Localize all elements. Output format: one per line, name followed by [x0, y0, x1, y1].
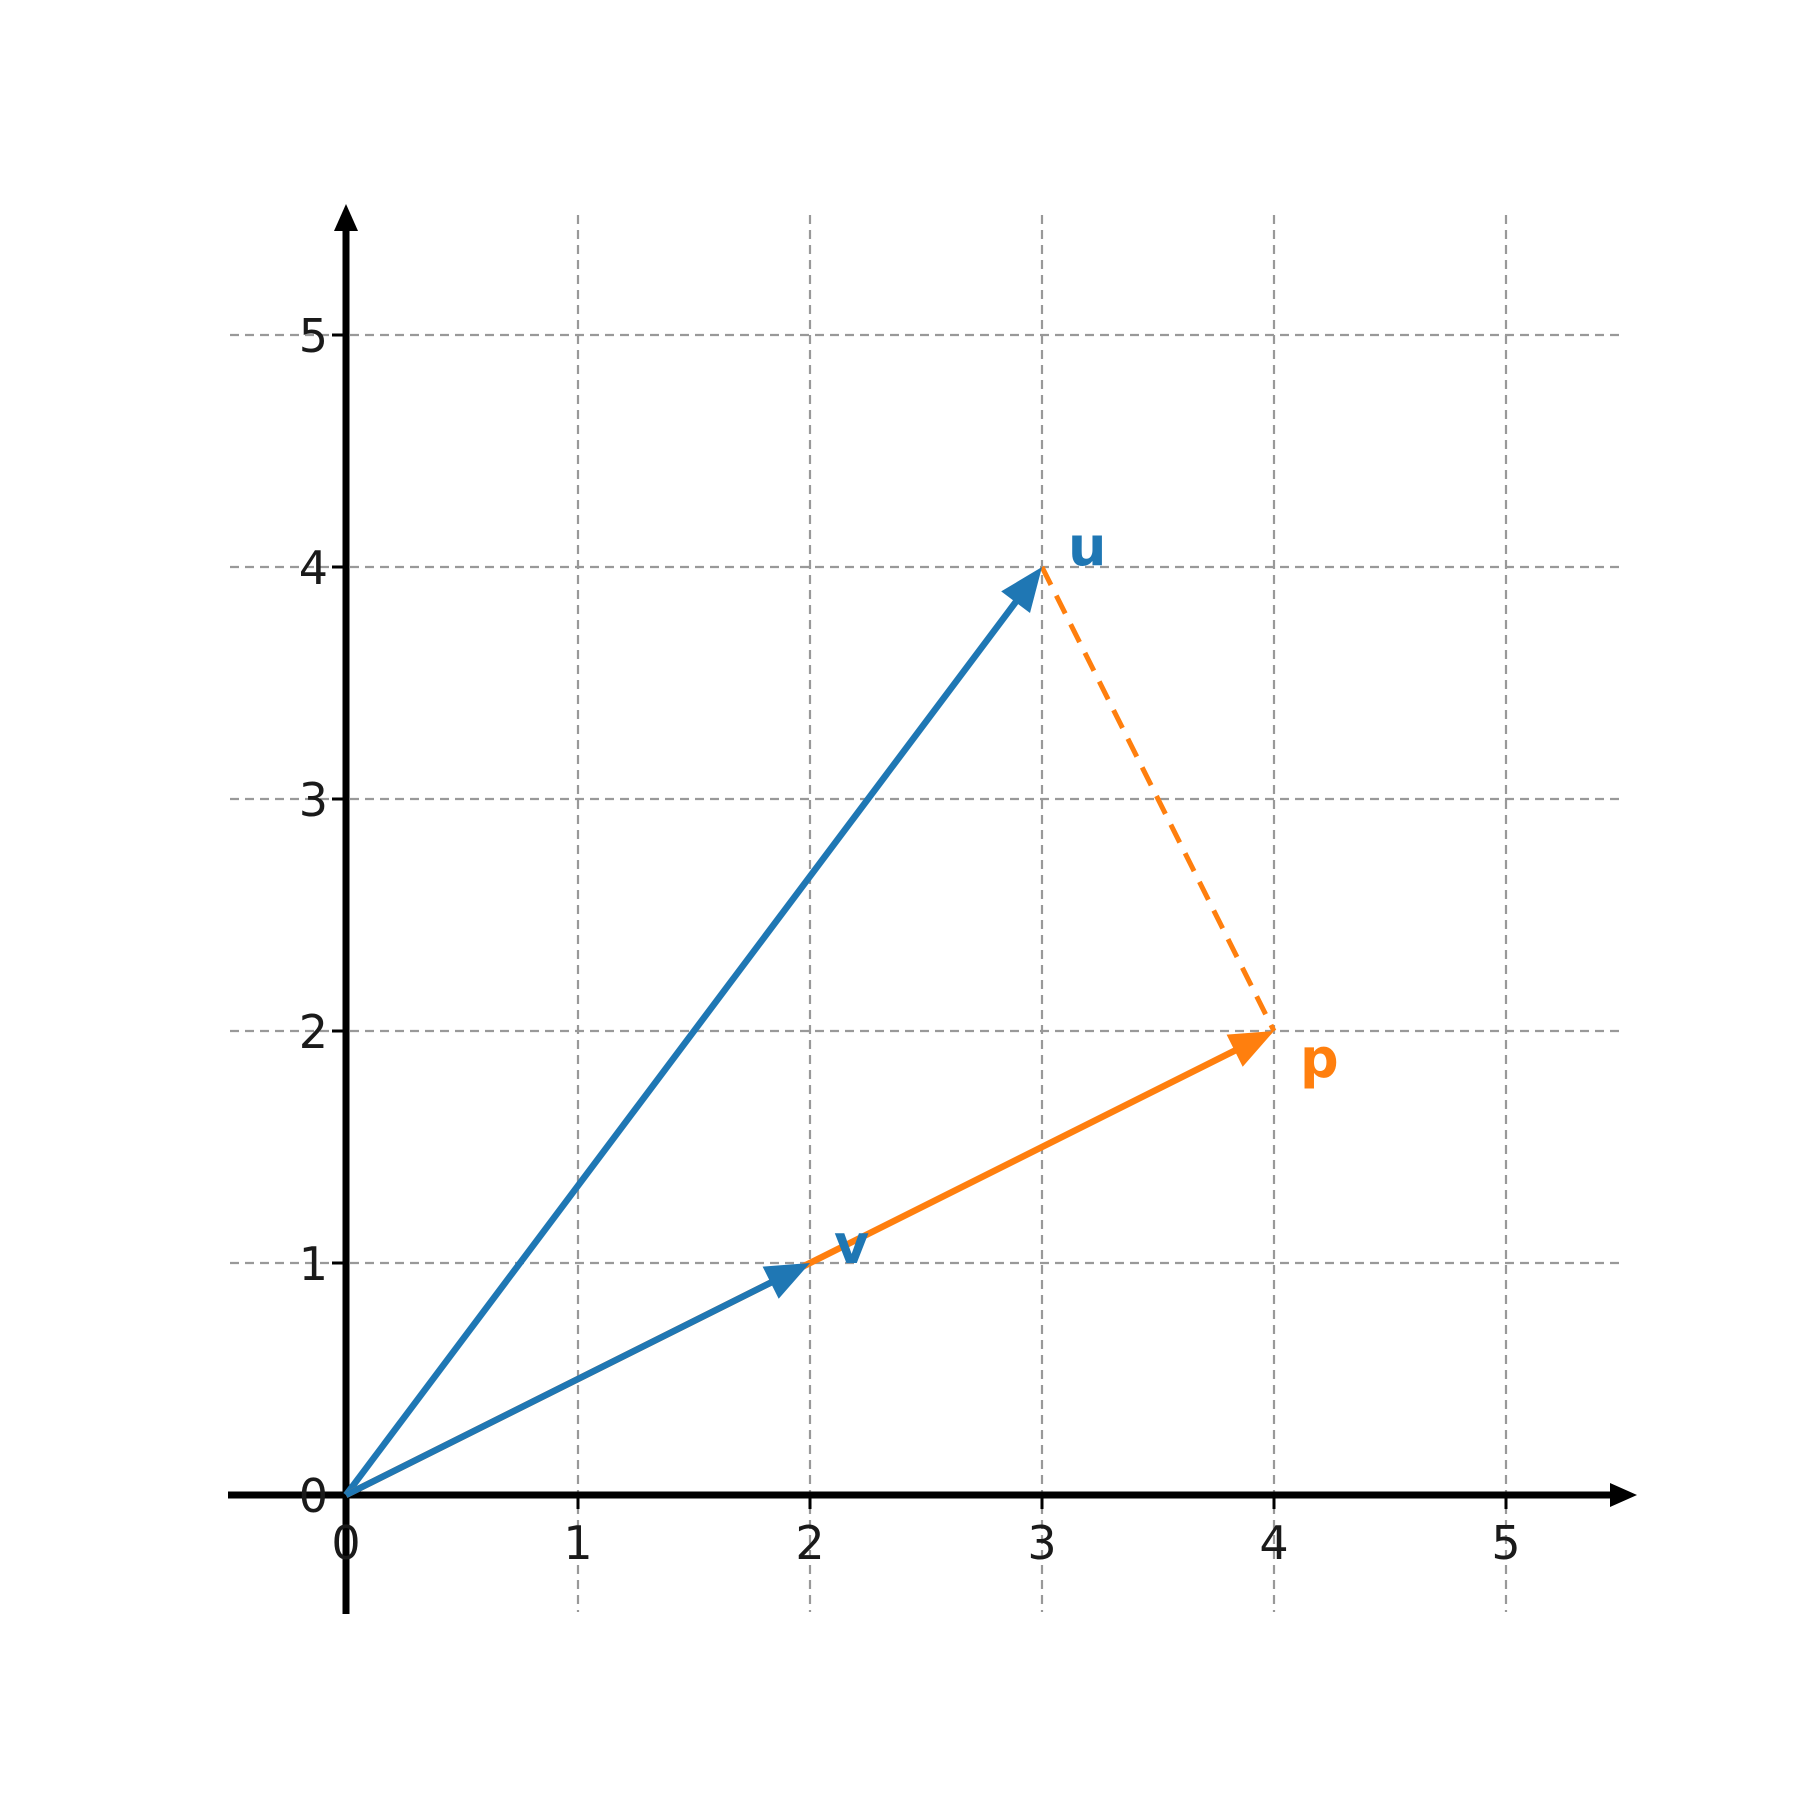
grid: [230, 215, 1625, 1612]
x-tick-label-5: 5: [1491, 1516, 1520, 1570]
y-tick-label-2: 2: [299, 1005, 328, 1059]
vector-u-shaft: [343, 598, 1020, 1497]
y-axis-arrowhead: [334, 204, 358, 231]
y-tick-label-0: 0: [299, 1469, 328, 1523]
x-tick-label-4: 4: [1259, 1516, 1288, 1570]
x-tick-label-0: 0: [331, 1516, 360, 1570]
vector-p-head: [1226, 1031, 1274, 1067]
vector-v-shaft: [344, 1278, 774, 1498]
vector-label-p: p: [1300, 1027, 1339, 1090]
y-tick-label-3: 3: [299, 773, 328, 827]
x-tick-label-2: 2: [795, 1516, 824, 1570]
vectors: [343, 565, 1277, 1498]
vector-u-head: [1001, 567, 1042, 613]
x-axis-arrowhead: [1610, 1483, 1637, 1507]
vector-v-head: [762, 1263, 810, 1299]
projection-line: [1039, 565, 1277, 1033]
vector-label-u: u: [1068, 515, 1106, 578]
y-tick-label-5: 5: [299, 309, 328, 363]
y-tick-label-4: 4: [299, 541, 328, 595]
x-tick-label-1: 1: [563, 1516, 592, 1570]
ticks: 0 1 2 3 4 5 0 1 2 3 4 5: [299, 309, 1521, 1570]
x-tick-label-3: 3: [1027, 1516, 1056, 1570]
axes: [228, 204, 1637, 1614]
vector-label-v: v: [834, 1213, 869, 1276]
vector-labels: u p v: [834, 515, 1339, 1276]
y-tick-label-1: 1: [299, 1237, 328, 1291]
